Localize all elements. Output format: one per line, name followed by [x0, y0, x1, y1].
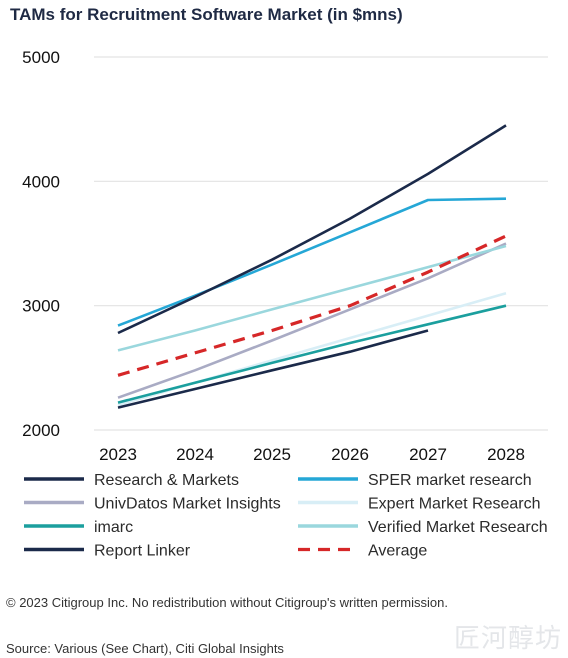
y-tick-label: 4000	[22, 172, 60, 191]
legend: Research & Markets SPER market research Un…	[24, 472, 548, 560]
legend-label: SPER market research	[368, 472, 532, 489]
y-tick-label: 5000	[22, 48, 60, 67]
x-tick-label: 2023	[99, 445, 137, 464]
y-axis-ticks: 2000 3000 4000 5000	[22, 48, 60, 440]
chart-title: TAMs for Recruitment Software Market (in…	[10, 5, 403, 24]
series-line-report-linker	[117, 329, 429, 409]
legend-label: Research & Markets	[94, 472, 239, 489]
legend-label: UnivDatos Market Insights	[94, 496, 281, 513]
x-axis-ticks: 2023 2024 2025 2026 2027 2028	[99, 445, 525, 464]
x-tick-label: 2026	[331, 445, 369, 464]
legend-label: Report Linker	[94, 543, 191, 560]
legend-label: Expert Market Research	[368, 496, 541, 513]
legend-label: imarc	[94, 519, 133, 536]
x-tick-label: 2027	[409, 445, 447, 464]
x-tick-label: 2025	[253, 445, 291, 464]
y-tick-label: 2000	[22, 421, 60, 440]
x-tick-label: 2024	[176, 445, 214, 464]
series-line-average	[117, 234, 507, 377]
series-line-univdatos-market-insights	[117, 242, 507, 399]
series-line-research-markets	[117, 124, 507, 335]
copyright-note: © 2023 Citigroup Inc. No redistribution …	[6, 595, 448, 610]
x-tick-label: 2028	[487, 445, 525, 464]
series-line-verified-market-research	[117, 244, 507, 352]
source-note: Source: Various (See Chart), Citi Global…	[6, 641, 284, 656]
series-line-imarc	[117, 304, 507, 404]
legend-label: Average	[368, 543, 427, 560]
watermark-logo: 匠河醇坊	[453, 624, 562, 654]
series-lines	[117, 124, 507, 409]
legend-label: Verified Market Research	[368, 519, 548, 536]
series-line-sper-market-research	[117, 197, 507, 327]
y-tick-label: 3000	[22, 297, 60, 316]
gridlines	[94, 56, 548, 431]
